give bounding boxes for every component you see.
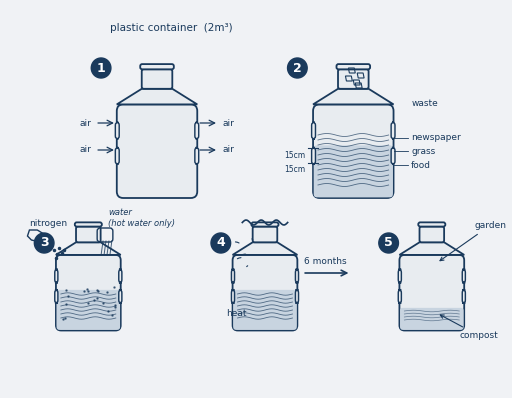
FancyBboxPatch shape	[391, 122, 395, 139]
FancyBboxPatch shape	[398, 290, 401, 303]
FancyBboxPatch shape	[195, 147, 199, 164]
FancyBboxPatch shape	[419, 226, 444, 242]
FancyBboxPatch shape	[314, 145, 393, 197]
Text: waste: waste	[411, 98, 438, 107]
FancyBboxPatch shape	[295, 269, 298, 283]
FancyBboxPatch shape	[119, 269, 122, 283]
FancyBboxPatch shape	[75, 222, 102, 226]
Text: garden: garden	[440, 221, 506, 261]
FancyBboxPatch shape	[313, 104, 394, 198]
FancyBboxPatch shape	[312, 122, 315, 139]
FancyBboxPatch shape	[57, 290, 120, 330]
Text: 1: 1	[97, 62, 105, 74]
FancyBboxPatch shape	[398, 269, 401, 283]
FancyBboxPatch shape	[115, 122, 119, 139]
Polygon shape	[313, 89, 394, 104]
Polygon shape	[232, 242, 297, 255]
FancyBboxPatch shape	[391, 147, 395, 164]
Text: nitrogen: nitrogen	[30, 219, 68, 228]
Circle shape	[34, 233, 54, 253]
Polygon shape	[117, 89, 197, 104]
FancyBboxPatch shape	[232, 255, 297, 330]
Text: newspaper: newspaper	[411, 133, 461, 142]
Text: 15cm: 15cm	[284, 150, 305, 160]
Circle shape	[211, 233, 230, 253]
Polygon shape	[56, 242, 121, 255]
FancyBboxPatch shape	[338, 69, 369, 89]
FancyBboxPatch shape	[252, 226, 278, 242]
FancyBboxPatch shape	[231, 269, 234, 283]
Text: 4: 4	[217, 236, 225, 250]
FancyBboxPatch shape	[418, 222, 445, 226]
FancyBboxPatch shape	[231, 290, 234, 303]
Text: grass: grass	[411, 146, 435, 156]
Text: air: air	[223, 119, 234, 127]
FancyBboxPatch shape	[195, 122, 199, 139]
FancyBboxPatch shape	[400, 308, 463, 330]
Text: compost: compost	[440, 315, 498, 340]
FancyBboxPatch shape	[462, 290, 465, 303]
FancyBboxPatch shape	[76, 226, 101, 242]
FancyBboxPatch shape	[56, 255, 121, 330]
FancyBboxPatch shape	[295, 290, 298, 303]
FancyBboxPatch shape	[399, 255, 464, 330]
Text: air: air	[79, 119, 91, 127]
FancyBboxPatch shape	[115, 147, 119, 164]
FancyBboxPatch shape	[55, 269, 58, 283]
Text: heat: heat	[226, 308, 246, 318]
Text: 3: 3	[40, 236, 49, 250]
FancyBboxPatch shape	[312, 147, 315, 164]
Text: air: air	[223, 146, 234, 154]
Text: 2: 2	[293, 62, 302, 74]
FancyBboxPatch shape	[119, 290, 122, 303]
Text: air: air	[79, 146, 91, 154]
FancyBboxPatch shape	[233, 290, 297, 330]
FancyBboxPatch shape	[251, 222, 279, 226]
Polygon shape	[399, 242, 464, 255]
FancyBboxPatch shape	[336, 64, 370, 69]
FancyBboxPatch shape	[117, 104, 197, 198]
FancyBboxPatch shape	[55, 290, 58, 303]
Text: water
(hot water only): water (hot water only)	[108, 208, 175, 228]
Text: 5: 5	[385, 236, 393, 250]
Circle shape	[288, 58, 307, 78]
Text: plastic container  (2m³): plastic container (2m³)	[111, 23, 233, 33]
Circle shape	[91, 58, 111, 78]
Text: food: food	[411, 160, 431, 170]
FancyBboxPatch shape	[140, 64, 174, 69]
Text: 15cm: 15cm	[284, 166, 305, 174]
Circle shape	[379, 233, 398, 253]
FancyBboxPatch shape	[142, 69, 173, 89]
Text: 6 months: 6 months	[304, 257, 346, 266]
FancyBboxPatch shape	[462, 269, 465, 283]
